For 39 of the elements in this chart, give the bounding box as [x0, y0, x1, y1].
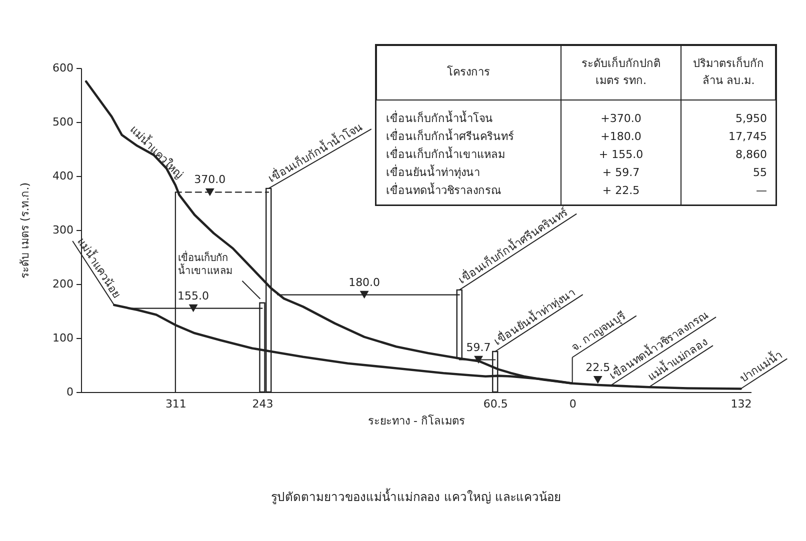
y-tick-label: 300: [52, 224, 74, 236]
data-label: 17,745: [728, 130, 767, 143]
data-label: + 155.0: [598, 148, 644, 161]
y-tick-label: 100: [52, 332, 74, 344]
x-tick-label: 311: [165, 398, 186, 410]
series-label: ระดับเก็บกักปกติ เมตร รทก.: [582, 56, 660, 87]
x-tick-label: 243: [252, 398, 274, 410]
data-label: + 59.7: [602, 166, 640, 179]
data-label: +370.0: [600, 112, 642, 125]
text: ปริมาตรเก็บกัก ล้าน ลบ.ม.: [693, 56, 764, 87]
data-label: +180.0: [600, 130, 642, 143]
text: รูปตัดตามยาวของแม่น้ำแม่กลอง แควใหญ่ และแควน้อย: [271, 488, 561, 505]
y-tick-label: 200: [52, 278, 74, 290]
category-label: เขื่อนเก็บกักน้ำศรีนครินทร์: [386, 128, 514, 143]
text: โครงการ: [447, 64, 490, 78]
x-tick-label: 0: [569, 398, 576, 410]
data-label: 155.0: [178, 289, 210, 302]
category-label: เขื่อนยันน้ำท่าทุ่งนา: [386, 164, 480, 179]
data-label: 8,860: [736, 148, 767, 161]
data-label: 59.7: [466, 340, 491, 354]
x-axis-title: ระยะทาง - กิโลเมตร: [368, 414, 465, 428]
data-label: 22.5: [586, 360, 610, 374]
x-tick-label: 60.5: [483, 398, 508, 410]
data-label: + 22.5: [602, 184, 640, 197]
x-tick-label: 132: [730, 398, 752, 410]
category-label: เขื่อนเก็บกักน้ำน้ำโจน: [386, 110, 493, 125]
data-label: —: [756, 184, 767, 197]
y-tick-label: 0: [66, 386, 74, 398]
y-tick-label: 600: [52, 62, 74, 74]
y-axis-title: ระดับ เมตร (ร.ท.ก.): [18, 182, 32, 279]
data-label: 5,950: [736, 112, 767, 125]
category-label: เขื่อนเก็บกักน้ำเขาแหลม: [386, 146, 505, 161]
y-tick-label: 400: [52, 170, 74, 182]
data-label: 180.0: [348, 276, 380, 289]
data-label: 55: [753, 166, 767, 179]
data-label: 370.0: [194, 173, 226, 186]
y-tick-label: 500: [52, 116, 74, 128]
annotation: เขื่อนเก็บกักน้ำเขาแหลม: [178, 250, 234, 277]
category-label: เขื่อนทดน้ำวชิราลงกรณ: [386, 182, 501, 197]
